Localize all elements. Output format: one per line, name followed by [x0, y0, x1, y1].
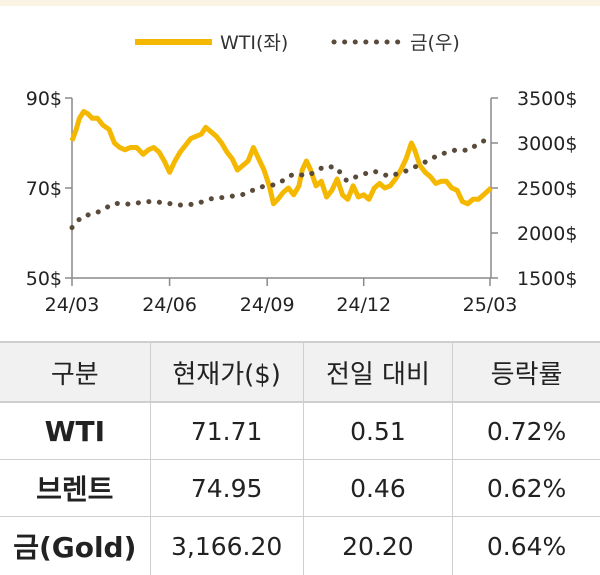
row-change: 20.20: [303, 517, 452, 575]
right-tick-label: 1500$: [517, 268, 577, 290]
row-change: 0.51: [303, 402, 452, 460]
left-tick-label: 70$: [26, 178, 62, 200]
left-tick-label: 90$: [26, 88, 62, 110]
price-table: 구분 현재가($) 전일 대비 등락률 WTI 71.71 0.51 0.72%…: [0, 341, 600, 575]
x-tick-label: 24/03: [45, 294, 100, 316]
x-tick-label: 24/09: [240, 294, 295, 316]
legend-gold-label: 금(우): [410, 32, 460, 54]
right-tick-label: 2000$: [517, 223, 577, 245]
right-tick-label: 2500$: [517, 178, 577, 200]
legend-wti-label: WTI(좌): [220, 32, 288, 54]
x-tick-label: 24/12: [336, 294, 391, 316]
chart-legend: WTI(좌) 금(우): [135, 32, 460, 54]
table-header-row: 구분 현재가($) 전일 대비 등락률: [0, 342, 600, 402]
row-change: 0.46: [303, 460, 452, 517]
header-change: 전일 대비: [303, 342, 452, 402]
table-row: WTI 71.71 0.51 0.72%: [0, 402, 600, 460]
row-rate: 0.64%: [453, 517, 600, 575]
chart-axes: 90$ 70$ 50$ 3500$ 3000$ 2500$ 2000$ 1500$ 24/03 2…: [26, 88, 578, 316]
row-price: 71.71: [150, 402, 303, 460]
table-row: 금(Gold) 3,166.20 20.20 0.64%: [0, 517, 600, 575]
gold-series-line: [72, 138, 491, 228]
right-tick-label: 3500$: [517, 88, 577, 110]
row-name-gold: 금(Gold): [0, 517, 150, 575]
chart-series: [72, 112, 491, 228]
table-row: 브렌트 74.95 0.46 0.62%: [0, 460, 600, 517]
row-rate: 0.62%: [453, 460, 600, 517]
header-category: 구분: [0, 342, 150, 402]
price-chart: WTI(좌) 금(우) 90$ 70$ 50$ 3500$ 3000$ 2500$ 2000…: [0, 6, 600, 334]
row-name-wti: WTI: [0, 402, 150, 460]
row-price: 74.95: [150, 460, 303, 517]
row-price: 3,166.20: [150, 517, 303, 575]
row-name-brent: 브렌트: [0, 460, 150, 517]
row-rate: 0.72%: [453, 402, 600, 460]
header-current-price: 현재가($): [150, 342, 303, 402]
x-tick-label: 25/03: [463, 294, 518, 316]
header-rate: 등락률: [453, 342, 600, 402]
x-tick-label: 24/06: [142, 294, 197, 316]
right-tick-label: 3000$: [517, 133, 577, 155]
wti-series-line: [72, 112, 491, 204]
left-tick-label: 50$: [26, 268, 62, 290]
